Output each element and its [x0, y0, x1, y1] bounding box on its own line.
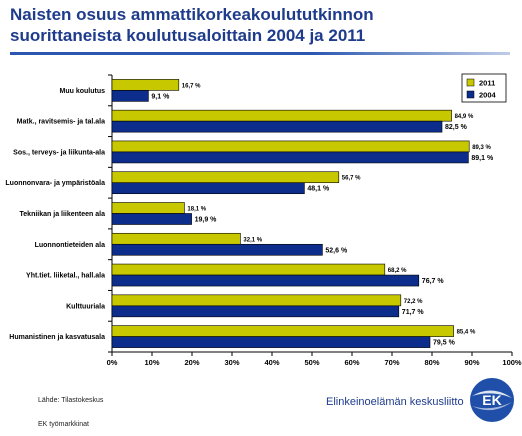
x-tick-label: 0% — [107, 358, 118, 367]
data-label-2004: 9,1 % — [151, 93, 170, 100]
footer-note: EK työmarkkinat — [38, 421, 89, 428]
data-label-2011: 32,1 % — [243, 237, 262, 243]
data-label-2004: 89,1 % — [471, 155, 494, 162]
bar-2011 — [111, 79, 180, 91]
data-label-2011: 16,7 % — [182, 83, 201, 89]
category-label: Matk., ravitsemis- ja tal.ala — [17, 119, 105, 126]
category-label: Luonnontieteiden ala — [35, 242, 105, 249]
data-label-2004: 79,5 % — [433, 340, 456, 347]
bar-2011 — [111, 263, 386, 276]
bar-2011 — [111, 325, 454, 337]
data-label-2011: 89,3 % — [472, 145, 491, 151]
legend-label-2011: 2011 — [479, 79, 495, 88]
bar-2011 — [111, 109, 452, 122]
x-tick-label: 60% — [344, 358, 359, 367]
bar-2004 — [111, 274, 420, 287]
x-tick-label: 40% — [264, 358, 279, 367]
bar-2011 — [111, 140, 470, 153]
x-tick-label: 30% — [224, 358, 239, 367]
data-label-2004: 19,9 % — [195, 217, 218, 224]
data-label-2011: 18,1 % — [187, 207, 206, 213]
data-label-2011: 72,2 % — [404, 299, 423, 305]
x-tick-label: 90% — [464, 358, 479, 367]
legend-swatch-2011 — [466, 78, 475, 87]
bar-2004 — [111, 182, 305, 195]
data-label-2011: 56,7 % — [342, 176, 361, 182]
bar-2004 — [111, 243, 323, 256]
bar-2004 — [111, 90, 149, 102]
title-line-2: suorittaneista koulutusaloittain 2004 ja… — [10, 26, 366, 45]
logo-text: EK — [482, 392, 501, 408]
title-divider — [10, 52, 510, 55]
category-label: Kulttuuriala — [66, 303, 105, 310]
category-label: Luonnonvara- ja ympäristöala — [5, 180, 105, 187]
category-label: Humanistinen ja kasvatusala — [9, 334, 105, 341]
bar-2004 — [111, 151, 469, 164]
data-label-2011: 68,2 % — [388, 268, 407, 274]
x-tick-label: 20% — [184, 358, 199, 367]
x-tick-label: 80% — [424, 358, 439, 367]
bar-2004 — [111, 305, 400, 318]
category-label: Muu koulutus — [60, 88, 106, 95]
legend-swatch-2004 — [466, 90, 475, 99]
bar-2011 — [111, 294, 402, 307]
bar-2004 — [111, 336, 431, 348]
bar-2004 — [111, 120, 443, 133]
chart-title: Naisten osuus ammattikorkeakoulututkinno… — [10, 4, 480, 46]
bar-2011 — [111, 171, 340, 184]
category-label: Sos., terveys- ja liikunta-ala — [13, 149, 105, 156]
data-label-2004: 76,7 % — [422, 278, 445, 285]
category-label: Tekniikan ja liikenteen ala — [20, 211, 106, 218]
source-note: Lähde: Tilastokeskus — [38, 397, 104, 404]
bar-2004 — [111, 213, 192, 225]
data-label-2011: 85,4 % — [457, 330, 476, 336]
title-line-1: Naisten osuus ammattikorkeakoulututkinno… — [10, 5, 374, 24]
data-label-2011: 84,9 % — [455, 114, 474, 120]
category-label: Yht.tiet. liiketal., hall.ala — [26, 273, 105, 280]
x-tick-label: 70% — [384, 358, 399, 367]
data-label-2004: 52,6 % — [325, 247, 348, 254]
x-tick-label: 100% — [502, 358, 522, 367]
data-label-2004: 82,5 % — [445, 124, 468, 131]
bar-2011 — [111, 232, 241, 245]
data-label-2004: 48,1 % — [307, 186, 330, 193]
ek-logo: EK — [470, 378, 514, 422]
legend-label-2004: 2004 — [479, 91, 497, 100]
bar-2011 — [111, 202, 185, 214]
x-tick-label: 50% — [304, 358, 319, 367]
data-label-2004: 71,7 % — [402, 309, 425, 316]
brand-name: Elinkeinoelämän keskusliitto — [326, 396, 464, 408]
x-tick-label: 10% — [144, 358, 159, 367]
